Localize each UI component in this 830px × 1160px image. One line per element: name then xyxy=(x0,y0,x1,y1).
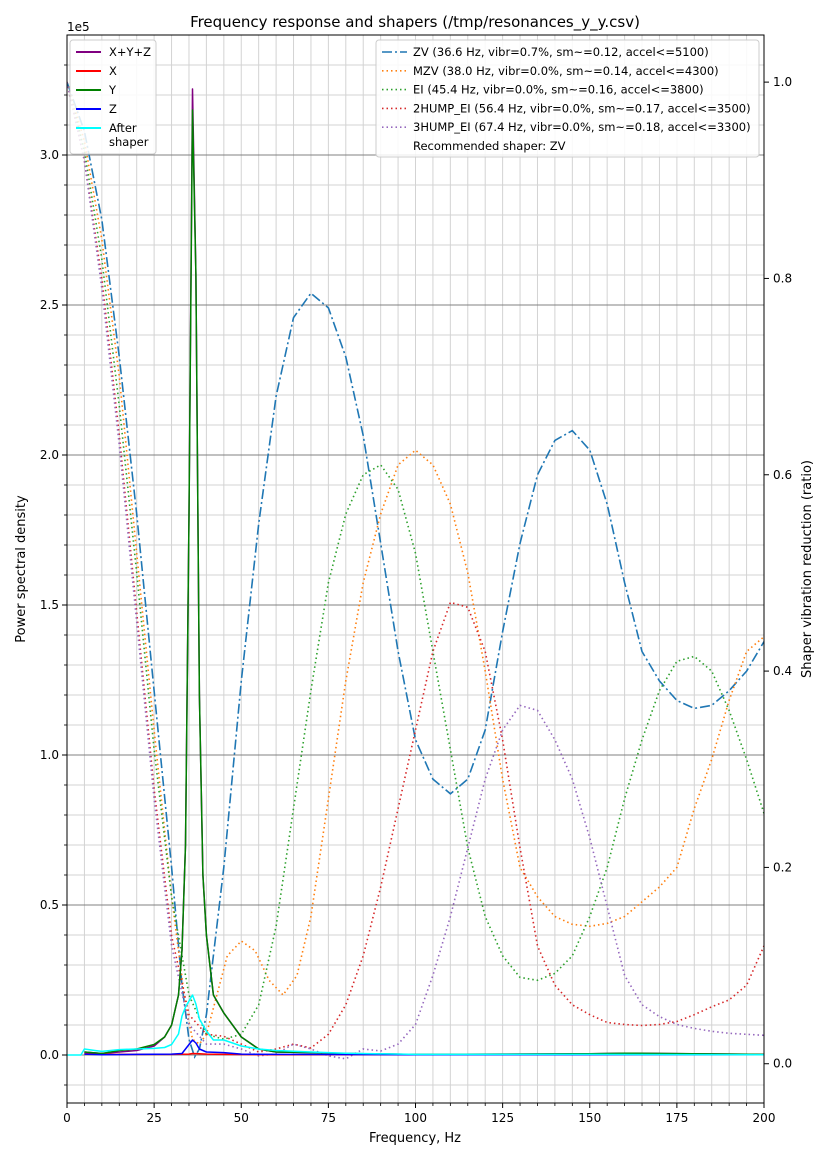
y-tick-label: 3.0 xyxy=(40,148,59,162)
x-tick-label: 25 xyxy=(146,1111,161,1125)
legend-left-label: X xyxy=(109,64,117,78)
legend-right-label: 2HUMP_EI (56.4 Hz, vibr=0.0%, sm~=0.17, … xyxy=(413,101,751,115)
y-tick-label: 1.5 xyxy=(40,598,59,612)
legend-left-label: After xyxy=(109,121,137,135)
legend-left-label: shaper xyxy=(109,135,149,149)
shaper-lines xyxy=(67,81,764,1060)
y-axis-offset-label: 1e5 xyxy=(67,20,90,34)
shaper-line-2 xyxy=(67,81,764,1041)
shaper-line-4 xyxy=(67,81,764,1060)
legend-right-box xyxy=(375,39,760,158)
y-tick-label: 0.5 xyxy=(40,898,59,912)
y2-tick-label: 0.6 xyxy=(773,468,792,482)
x-tick-label: 125 xyxy=(491,1111,514,1125)
legend-left-label: Y xyxy=(108,83,117,97)
major-grid xyxy=(67,154,764,1056)
y-tick-label: 0.0 xyxy=(40,1048,59,1062)
x-axis-label: Frequency, Hz xyxy=(369,1131,461,1146)
shaper-line-0 xyxy=(67,81,764,1059)
y2-tick-label: 1.0 xyxy=(773,75,792,89)
y-tick-label: 2.5 xyxy=(40,298,59,312)
shaper-line-1 xyxy=(67,81,764,1046)
chart-title: Frequency response and shapers (/tmp/res… xyxy=(190,13,640,32)
x-tick-label: 150 xyxy=(578,1111,601,1125)
y-tick-label: 1.0 xyxy=(40,748,59,762)
legend-left-box xyxy=(69,39,157,155)
legend-right: ZV (36.6 Hz, vibr=0.7%, sm~=0.12, accel<… xyxy=(375,39,760,158)
psd-lines xyxy=(67,88,764,1056)
legend-right-label: MZV (38.0 Hz, vibr=0.0%, sm~=0.14, accel… xyxy=(413,64,719,78)
legend-right-label: EI (45.4 Hz, vibr=0.0%, sm~=0.16, accel<… xyxy=(413,83,704,97)
x-tick-label: 75 xyxy=(321,1111,336,1125)
legend-right-label: ZV (36.6 Hz, vibr=0.7%, sm~=0.12, accel<… xyxy=(413,45,709,59)
x-tick-label: 0 xyxy=(63,1111,71,1125)
legend-left-label: Z xyxy=(109,102,117,116)
psd-line-3 xyxy=(84,1039,764,1056)
y2-tick-label: 0.4 xyxy=(773,664,792,678)
legend-recommended-shaper: Recommended shaper: ZV xyxy=(413,139,566,153)
y2-tick-label: 0.0 xyxy=(773,1057,792,1071)
y2-tick-label: 0.8 xyxy=(773,271,792,285)
x-tick-label: 50 xyxy=(234,1111,249,1125)
psd-line-4 xyxy=(67,994,764,1056)
x-tick-label: 100 xyxy=(404,1111,427,1125)
y-tick-label: 2.0 xyxy=(40,448,59,462)
minor-grid xyxy=(66,35,765,1103)
y2-axis-label: Shaper vibration reduction (ratio) xyxy=(800,460,815,678)
legend-right-label: 3HUMP_EI (67.4 Hz, vibr=0.0%, sm~=0.18, … xyxy=(413,120,751,134)
legend-left-label: X+Y+Z xyxy=(109,45,151,59)
axis-ticks: 0 25 50 75 100 125 150 175 200 0.0 0.5 1.0 1.5 2.0 2.5… xyxy=(40,64,792,1125)
y-axis-label: Power spectral density xyxy=(14,495,29,643)
x-tick-label: 175 xyxy=(665,1111,688,1125)
y2-tick-label: 0.2 xyxy=(773,860,792,874)
shaper-line-3 xyxy=(67,81,764,1053)
x-tick-label: 200 xyxy=(753,1111,776,1125)
